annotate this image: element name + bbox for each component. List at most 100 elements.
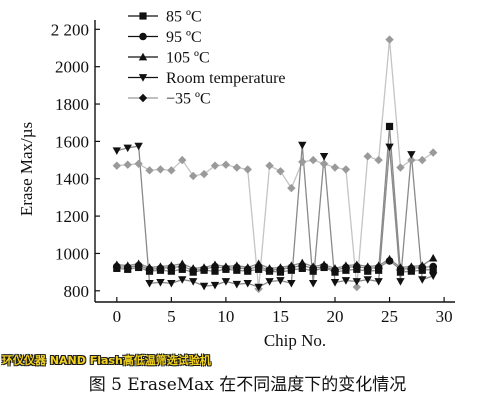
y-tick-label: 1800 [55,95,89,114]
x-tick-label: 10 [217,307,234,326]
y-tick-label: 1600 [55,132,89,151]
data-point-4 [287,183,296,193]
data-point-0 [309,267,317,275]
y-tick-label: 1400 [55,170,89,189]
y-tick-label: 1200 [55,207,89,226]
data-point-4 [156,165,165,174]
data-point-0 [113,264,121,272]
data-point-4 [210,161,220,170]
data-point-4 [276,167,285,176]
legend-label: 85 ºC [166,9,202,26]
data-point-4 [167,166,176,175]
data-point-4 [134,159,143,169]
data-point-4 [428,148,438,157]
data-point-3 [134,142,143,151]
data-point-0 [287,266,295,274]
data-point-3 [330,279,340,287]
data-point-0 [353,265,361,273]
data-point-3 [396,278,405,286]
legend-marker [138,93,148,103]
data-point-3 [385,143,394,152]
data-point-0 [407,267,415,275]
data-point-4 [265,161,274,170]
y-axis-title: Erase Max/µs [17,122,36,216]
data-point-3 [178,276,187,284]
data-point-3 [243,279,252,288]
data-point-3 [374,278,383,286]
data-point-3 [123,144,132,153]
data-point-0 [298,264,306,272]
data-point-4 [221,160,231,169]
data-point-0 [255,265,263,273]
y-tick-label: 2 200 [51,20,89,39]
y-tick-label: 800 [64,282,90,301]
data-point-4 [363,152,372,161]
data-point-0 [385,122,394,131]
data-point-3 [407,151,416,159]
data-point-3 [232,280,242,289]
data-point-0 [135,263,143,272]
data-point-3 [428,272,438,281]
data-point-4 [232,163,242,172]
x-tick-label: 20 [327,307,344,326]
data-point-3 [418,276,427,284]
data-point-0 [124,265,132,273]
x-tick-label: 25 [381,307,398,326]
data-point-3 [221,278,231,286]
data-point-0 [429,265,437,273]
data-point-1 [385,257,394,265]
data-point-4 [188,171,198,181]
data-point-3 [319,152,329,161]
data-point-3 [352,278,362,286]
y-tick-label: 2000 [55,58,89,77]
data-point-0 [200,266,208,274]
data-point-0 [342,266,350,274]
data-point-0 [265,267,274,275]
data-point-3 [363,276,372,284]
legend-label: Room temperature [166,70,286,87]
data-point-4 [352,282,362,292]
data-point-0 [396,268,405,276]
data-point-0 [375,266,383,274]
data-point-3 [188,278,198,286]
data-point-4 [199,169,209,179]
data-point-4 [308,155,318,165]
data-point-0 [364,267,372,275]
data-point-0 [167,267,175,275]
data-point-0 [145,267,154,275]
x-tick-label: 30 [436,307,453,326]
data-point-0 [156,266,165,274]
x-tick-label: 0 [113,307,122,326]
legend-label: −35 ºC [166,91,211,108]
data-point-3 [112,147,122,155]
data-point-3 [308,279,318,288]
data-point-0 [331,268,339,276]
data-point-3 [276,277,285,285]
data-point-3 [287,279,296,288]
figure-caption: 图 5 EraseMax 在不同温度下的变化情况 [88,375,407,395]
data-point-3 [167,279,176,288]
x-axis-title: Chip No. [264,331,326,350]
data-point-4 [418,155,427,165]
data-point-4 [396,163,405,172]
data-point-0 [276,268,285,276]
legend-marker [139,12,147,20]
data-point-4 [319,159,329,169]
data-point-3 [199,282,209,291]
data-point-3 [145,279,154,288]
data-point-4 [112,161,122,170]
tick-labels: 800 1000 1200 1400 1600 1800 2000 2 200 0 5 10 15 20… [51,20,453,326]
data-point-0 [244,267,252,275]
data-point-4 [145,166,154,175]
data-point-0 [178,265,186,273]
legend-marker [139,32,147,41]
data-point-3 [265,278,274,286]
data-point-0 [211,267,219,275]
data-point-4 [374,155,383,165]
data-point-4 [407,155,416,165]
watermark-text: 环仪仪器 NAND Flash高低温筛选试验机 [2,354,211,367]
data-point-3 [341,277,351,285]
data-point-0 [418,266,426,274]
data-point-0 [320,263,328,272]
